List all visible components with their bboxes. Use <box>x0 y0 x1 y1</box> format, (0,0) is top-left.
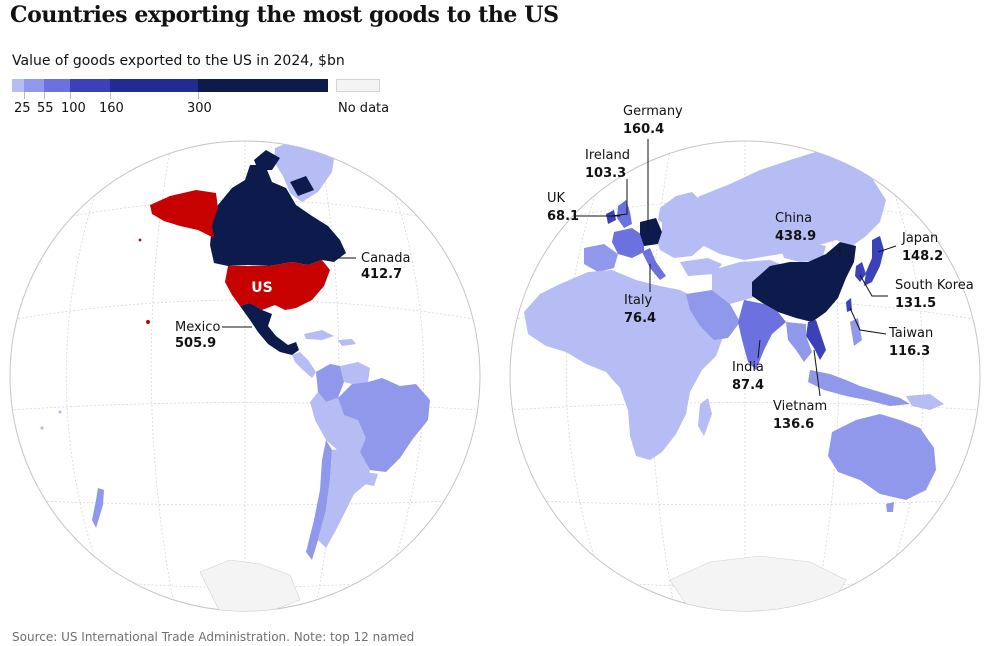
legend-swatch-2 <box>24 79 44 92</box>
label-india-name: India <box>732 360 764 375</box>
country-new-zealand <box>92 488 104 528</box>
label-ireland-name: Ireland <box>585 148 630 163</box>
country-germany <box>640 218 662 246</box>
country-tasmania <box>886 502 894 512</box>
legend-swatch-6 <box>198 79 328 92</box>
label-us: US <box>251 280 272 296</box>
globe-eastern: Germany 160.4 Ireland 103.3 UK 68.1 Ital… <box>509 104 981 612</box>
label-mexico-name: Mexico <box>175 320 220 335</box>
country-vietnam <box>806 320 826 360</box>
legend-break-300: 300 <box>187 101 212 116</box>
country-mongolia <box>780 242 826 262</box>
label-uk-value: 68.1 <box>547 209 579 224</box>
country-venezuela <box>340 362 370 384</box>
legend-swatch-3 <box>44 79 70 92</box>
label-japan-name: Japan <box>901 231 938 246</box>
country-africa <box>524 270 722 460</box>
label-vietnam-name: Vietnam <box>773 399 827 414</box>
country-argentina <box>318 448 370 548</box>
country-china <box>752 242 856 322</box>
label-ireland-value: 103.3 <box>585 166 626 181</box>
country-spain <box>584 244 618 272</box>
country-colombia <box>316 364 344 402</box>
country-russia <box>672 150 886 260</box>
label-italy-name: Italy <box>624 293 653 308</box>
country-mexico <box>240 303 299 355</box>
color-legend: 25 55 100 160 300 No data <box>12 79 412 129</box>
country-italy <box>642 248 666 280</box>
label-germany-value: 160.4 <box>623 122 664 137</box>
country-turkey <box>680 258 722 276</box>
label-germany-name: Germany <box>623 104 683 119</box>
country-greenland <box>274 141 335 202</box>
country-bolivia <box>342 415 366 452</box>
country-philippines <box>850 318 862 346</box>
chart-subtitle: Value of goods exported to the US in 202… <box>12 53 345 69</box>
legend-break-55: 55 <box>37 101 54 116</box>
label-italy-value: 76.4 <box>624 311 656 326</box>
legend-swatch-1 <box>12 79 24 92</box>
legend-swatch-4 <box>70 79 110 92</box>
canada-islands <box>254 150 314 196</box>
country-peru <box>310 392 352 452</box>
country-cuba <box>304 330 334 340</box>
label-taiwan-value: 116.3 <box>889 344 930 359</box>
hawaii <box>146 320 150 324</box>
country-australia <box>828 414 936 500</box>
country-uruguay <box>364 472 378 486</box>
legend-break-100: 100 <box>61 101 86 116</box>
source-note: Source: US International Trade Administr… <box>12 630 415 644</box>
leader-lines-east <box>574 139 897 397</box>
label-south-korea-name: South Korea <box>895 278 974 293</box>
country-us-alaska <box>150 190 218 238</box>
legend-no-data-label: No data <box>338 101 390 116</box>
label-mexico-value: 505.9 <box>175 336 216 351</box>
label-canada-name: Canada <box>361 251 410 266</box>
label-china-name: China <box>775 211 812 226</box>
country-chile <box>306 440 332 560</box>
country-us <box>225 260 330 310</box>
chart-title: Countries exporting the most goods to th… <box>10 2 559 28</box>
antarctica-east <box>669 555 847 611</box>
label-taiwan-name: Taiwan <box>888 326 933 341</box>
country-ireland <box>606 210 616 224</box>
label-india-value: 87.4 <box>732 378 764 393</box>
antarctica-west <box>199 559 301 611</box>
country-france <box>612 228 644 258</box>
country-eastern-europe <box>658 212 706 258</box>
label-uk-name: UK <box>547 191 566 206</box>
country-central-america <box>292 352 316 378</box>
country-south-korea <box>855 262 866 282</box>
country-papua <box>906 394 944 410</box>
country-india <box>738 300 786 370</box>
country-indonesia <box>808 370 910 406</box>
label-vietnam-value: 136.6 <box>773 417 814 432</box>
country-madagascar <box>698 398 712 436</box>
legend-break-25: 25 <box>14 101 31 116</box>
label-china-value: 438.9 <box>775 229 816 244</box>
label-canada-value: 412.7 <box>361 267 402 282</box>
legend-no-data-swatch <box>336 79 380 92</box>
legend-swatch-5 <box>110 79 198 92</box>
country-se-asia <box>786 322 812 362</box>
country-canada <box>210 165 346 266</box>
label-south-korea-value: 131.5 <box>895 296 936 311</box>
country-middle-east <box>686 290 740 340</box>
country-japan <box>864 236 884 286</box>
legend-break-160: 160 <box>99 101 124 116</box>
globe-americas: US Canada 412.7 Mexico 505.9 <box>9 140 481 612</box>
country-hispaniola <box>338 339 356 346</box>
label-japan-value: 148.2 <box>902 249 943 264</box>
